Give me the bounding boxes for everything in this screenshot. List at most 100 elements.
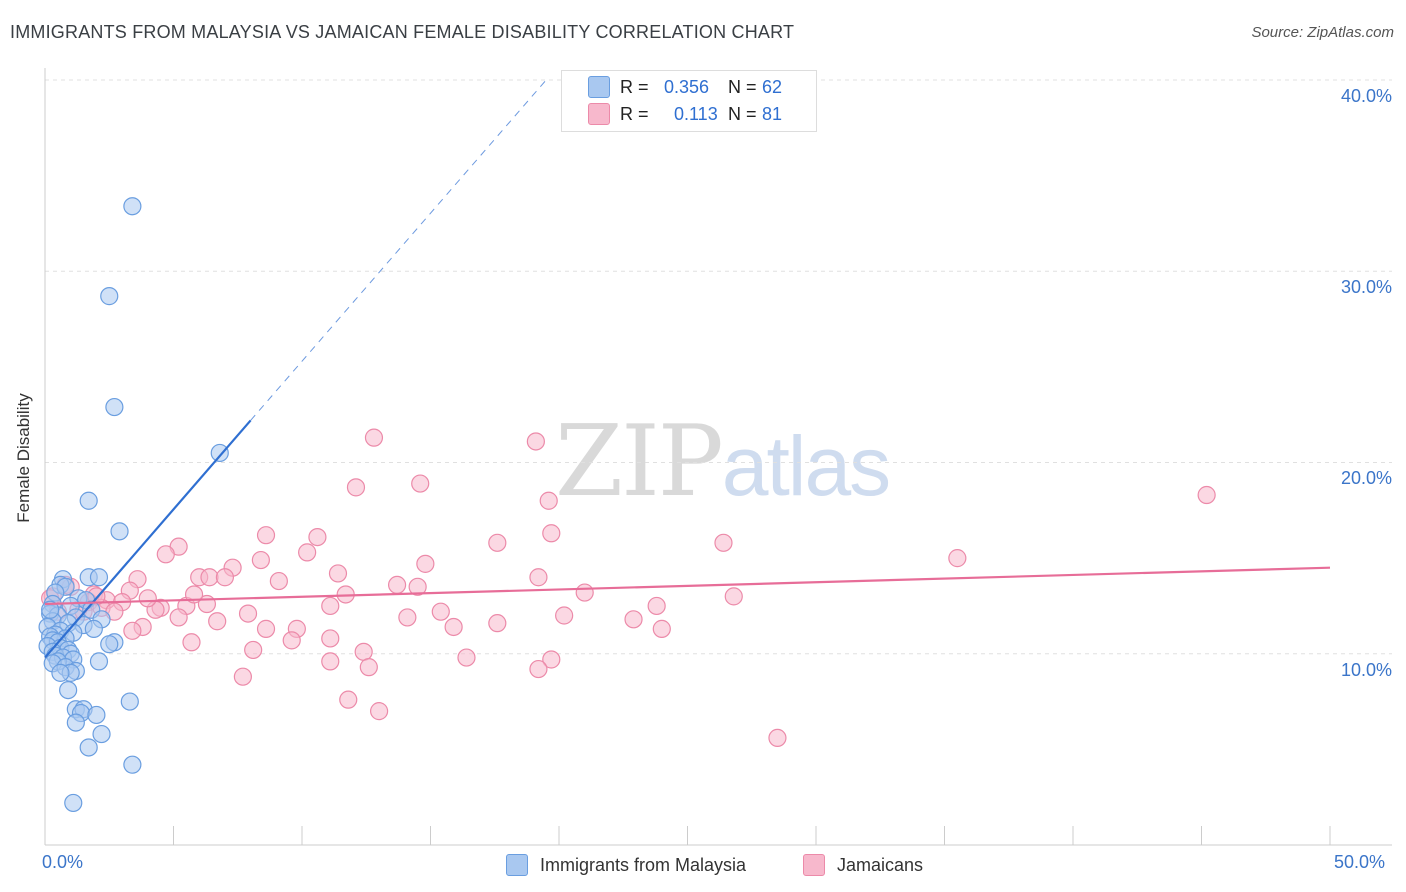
jamaican-trend-line: [44, 566, 1331, 606]
jamaican-point: [208, 612, 227, 631]
jamaican-point: [398, 608, 417, 627]
jamaican-point: [256, 619, 276, 638]
malaysia-point: [41, 600, 60, 619]
legend-item-malaysia[interactable]: Immigrants from Malaysia: [506, 854, 746, 876]
malaysia-point: [79, 738, 98, 757]
jamaican-point: [156, 545, 175, 564]
jamaican-point: [488, 614, 507, 633]
jamaican-point: [138, 589, 157, 608]
series-legend: Immigrants from Malaysia Jamaicans: [0, 850, 1406, 880]
jamaican-point: [233, 667, 252, 686]
malaysia-point: [100, 287, 119, 306]
malaysia-point: [123, 755, 142, 774]
malaysia-point: [89, 652, 109, 671]
y-tick-label-40: 40.0%: [1340, 86, 1392, 106]
malaysia-point: [110, 522, 129, 541]
jamaican-point: [169, 608, 188, 627]
malaysia-trend-line: [44, 419, 252, 659]
jamaican-point: [251, 550, 270, 570]
jamaican-point: [298, 543, 317, 562]
malaysia-point: [210, 443, 229, 463]
jamaican-point: [529, 659, 548, 679]
n-value: 81: [762, 103, 783, 124]
malaysia-point: [64, 793, 83, 813]
stats-row-malaysia: R = 0.356 N = 62: [588, 74, 782, 100]
jamaican-point: [457, 648, 476, 667]
jamaican-point: [346, 478, 366, 497]
jamaican-point: [339, 690, 358, 709]
malaysia-swatch: [588, 76, 610, 98]
jamaican-point: [308, 527, 327, 547]
jamaican-point: [411, 474, 430, 493]
malaysia-point: [79, 491, 98, 510]
jamaican-point: [526, 432, 545, 451]
jamaican-point: [370, 702, 389, 721]
jamaican-point: [123, 621, 142, 640]
malaysia-point: [120, 692, 139, 711]
jamaican-point: [575, 583, 594, 602]
n-label: N =: [728, 103, 757, 124]
jamaican-point: [488, 533, 507, 552]
legend-label-malaysia: Immigrants from Malaysia: [540, 854, 747, 875]
jamaican-point: [282, 631, 301, 650]
legend-label-jamaicans: Jamaicans: [837, 854, 924, 875]
jamaican-point: [244, 640, 263, 660]
x-tick-label-50: 50.0%: [1334, 852, 1386, 872]
jamaican-point: [364, 428, 384, 447]
jamaican-point: [1197, 485, 1216, 505]
malaysia-point: [59, 680, 78, 700]
malaysia-trend-extension: [250, 79, 547, 421]
jamaican-point: [624, 610, 643, 629]
x-tick-label-0: 0.0%: [42, 852, 84, 872]
jamaican-point: [652, 619, 671, 638]
malaysia-point: [89, 568, 109, 587]
jamaican-point: [647, 596, 666, 616]
jamaican-point: [321, 652, 340, 671]
jamaican-point: [215, 568, 234, 587]
n-value: 62: [762, 76, 783, 97]
jamaican-point: [539, 491, 558, 510]
r-label: R =: [620, 76, 649, 97]
malaysia-point: [51, 663, 70, 682]
malaysia-legend-swatch: [506, 854, 528, 876]
jamaican-point: [269, 571, 288, 591]
malaysia-point: [87, 705, 106, 725]
jamaican-point: [256, 526, 276, 545]
jamaican-point: [529, 568, 548, 587]
chart-title: IMMIGRANTS FROM MALAYSIA VS JAMAICAN FEM…: [10, 22, 795, 42]
jamaican-point: [321, 629, 340, 648]
r-label: R =: [620, 103, 649, 124]
jamaican-point: [387, 575, 407, 595]
malaysia-point: [84, 619, 103, 638]
malaysia-point: [105, 397, 124, 417]
malaysia-point: [92, 724, 111, 744]
jamaicans-swatch: [588, 103, 610, 125]
y-tick-label-10: 10.0%: [1340, 660, 1392, 680]
jamaican-point: [321, 596, 340, 616]
y-axis-label: Female Disability: [14, 393, 33, 523]
jamaican-point: [542, 650, 561, 669]
r-value: 0.113: [674, 103, 718, 124]
jamaican-point: [714, 533, 733, 552]
n-label: N =: [728, 76, 757, 97]
legend-item-jamaicans[interactable]: Jamaicans: [803, 854, 923, 876]
jamaican-point: [354, 642, 373, 661]
malaysia-point: [123, 197, 142, 216]
jamaican-point: [416, 554, 435, 573]
malaysia-point: [66, 713, 85, 732]
stats-row-jamaicans: R = 0.113 N = 81: [588, 101, 782, 127]
jamaican-point: [768, 728, 787, 748]
jamaican-point: [724, 587, 743, 606]
jamaican-point: [431, 602, 450, 621]
jamaican-point: [408, 577, 427, 596]
jamaicans-legend-swatch: [803, 854, 825, 876]
jamaican-point: [555, 606, 574, 625]
malaysia-point: [100, 635, 119, 654]
y-tick-label-20: 20.0%: [1340, 468, 1392, 488]
r-value: 0.356: [664, 76, 710, 97]
jamaican-point: [200, 568, 219, 587]
y-tick-label-30: 30.0%: [1340, 277, 1392, 297]
jamaican-point: [948, 549, 967, 568]
jamaican-point: [542, 524, 561, 543]
